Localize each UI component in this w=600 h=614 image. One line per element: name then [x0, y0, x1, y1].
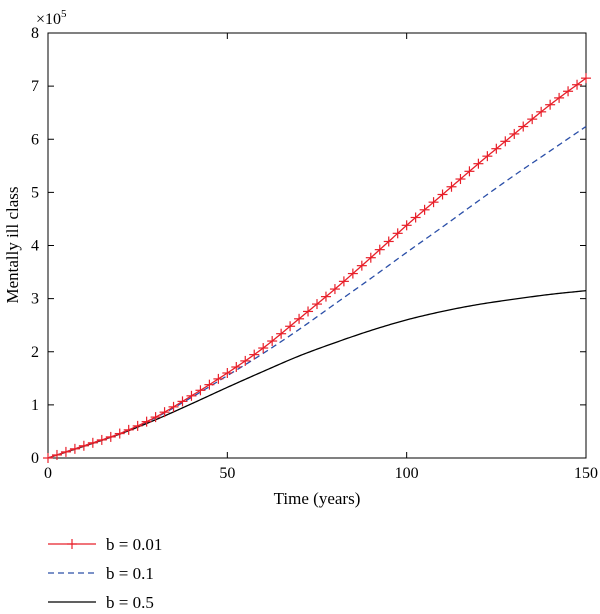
data-point-b-0-01	[509, 128, 520, 139]
data-point-b-0-01	[177, 396, 188, 407]
data-point-b-0-01	[96, 434, 107, 445]
data-point-b-0-01	[132, 420, 143, 431]
data-point-b-0-01	[320, 291, 331, 302]
y-tick-label: 5	[31, 184, 39, 201]
data-point-b-0-01	[204, 379, 215, 390]
y-tick-label: 7	[31, 78, 39, 95]
x-axis-title: Time (years)	[274, 489, 361, 508]
data-point-b-0-01	[356, 260, 367, 271]
data-point-b-0-01	[186, 390, 197, 401]
y-multiplier-label: ×105	[36, 8, 67, 28]
data-point-b-0-01	[240, 355, 251, 366]
legend: b = 0.01 b = 0.1 b = 0.5	[48, 535, 162, 612]
legend-item-b-0-01: b = 0.01	[48, 535, 162, 554]
data-point-b-0-01	[428, 197, 439, 208]
data-point-b-0-01	[518, 121, 529, 132]
data-point-b-0-01	[329, 284, 340, 295]
y-tick-label: 6	[31, 131, 39, 148]
y-multiplier-exponent: 5	[61, 8, 67, 20]
data-point-b-0-01	[294, 313, 305, 324]
x-tick-label: 100	[395, 465, 419, 482]
data-point-b-0-01	[491, 143, 502, 154]
data-point-b-0-01	[276, 328, 287, 339]
legend-item-b-0-1: b = 0.1	[48, 564, 154, 583]
data-point-b-0-01	[114, 428, 125, 439]
data-point-b-0-01	[500, 136, 511, 147]
legend-item-b-0-5: b = 0.5	[48, 593, 154, 612]
data-point-b-0-01	[401, 220, 412, 231]
data-point-b-0-01	[536, 106, 547, 117]
data-point-b-0-01	[105, 431, 116, 442]
x-tick-label: 50	[219, 465, 235, 482]
data-point-b-0-01	[43, 453, 53, 463]
data-point-b-0-01	[195, 385, 206, 396]
data-point-b-0-01	[51, 449, 62, 460]
y-axis-title: Mentally ill class	[3, 186, 22, 303]
data-point-b-0-01	[473, 158, 484, 169]
series-layer	[43, 73, 591, 463]
data-point-b-0-01	[383, 236, 394, 247]
data-point-b-0-01	[347, 268, 358, 279]
plot-frame	[47, 32, 587, 459]
data-point-b-0-01	[168, 401, 179, 412]
data-point-b-0-01	[249, 349, 260, 360]
data-point-b-0-01	[455, 174, 466, 185]
data-point-b-0-01	[222, 368, 233, 378]
data-point-b-0-01	[123, 424, 134, 435]
data-point-b-0-01	[258, 343, 269, 354]
data-point-b-0-01	[482, 151, 493, 162]
legend-label: b = 0.5	[106, 593, 154, 612]
data-point-b-0-01	[374, 244, 385, 255]
data-point-b-0-01	[141, 416, 152, 427]
data-point-b-0-01	[365, 252, 376, 263]
data-point-b-0-01	[267, 336, 278, 347]
data-point-b-0-01	[338, 276, 349, 287]
data-point-b-0-01	[78, 440, 89, 451]
data-point-b-0-01	[581, 73, 591, 84]
series-line-b-0-1	[47, 125, 587, 459]
y-multiplier-base: ×10	[36, 11, 61, 28]
y-tick-label: 2	[31, 344, 39, 361]
data-point-b-0-01	[60, 446, 71, 457]
series-line-b-0-01	[47, 77, 587, 459]
data-point-b-0-01	[410, 212, 421, 223]
data-point-b-0-01	[545, 99, 556, 110]
y-tick-label: 8	[31, 25, 39, 42]
data-point-b-0-01	[419, 204, 430, 215]
data-point-b-0-01	[554, 92, 565, 103]
data-point-b-0-01	[572, 79, 583, 90]
data-point-b-0-01	[150, 412, 161, 423]
data-point-b-0-01	[213, 373, 224, 384]
y-axis-ticks: 0 1 2 3 4 5 6 7 8	[31, 25, 586, 467]
data-point-b-0-01	[69, 443, 80, 454]
data-point-b-0-01	[303, 306, 314, 317]
y-tick-label: 0	[31, 450, 39, 467]
data-point-b-0-01	[563, 86, 574, 97]
data-point-b-0-01	[464, 166, 475, 177]
x-tick-label: 150	[574, 465, 598, 482]
data-point-b-0-01	[437, 189, 448, 200]
x-axis-ticks: 0 50 100 150	[44, 33, 598, 482]
data-point-b-0-01	[392, 228, 403, 239]
x-tick-label: 0	[44, 465, 52, 482]
data-point-b-0-01	[527, 114, 538, 125]
legend-label: b = 0.1	[106, 564, 154, 583]
legend-label: b = 0.01	[106, 535, 162, 554]
y-tick-label: 4	[31, 238, 39, 255]
data-point-b-0-01	[231, 362, 242, 373]
y-tick-label: 1	[31, 397, 39, 414]
data-point-b-0-01	[312, 299, 322, 310]
data-point-b-0-01	[87, 437, 98, 448]
data-point-b-0-01	[285, 321, 296, 332]
data-point-b-0-01	[159, 407, 170, 418]
data-point-b-0-01	[446, 181, 457, 192]
y-tick-label: 3	[31, 291, 39, 308]
